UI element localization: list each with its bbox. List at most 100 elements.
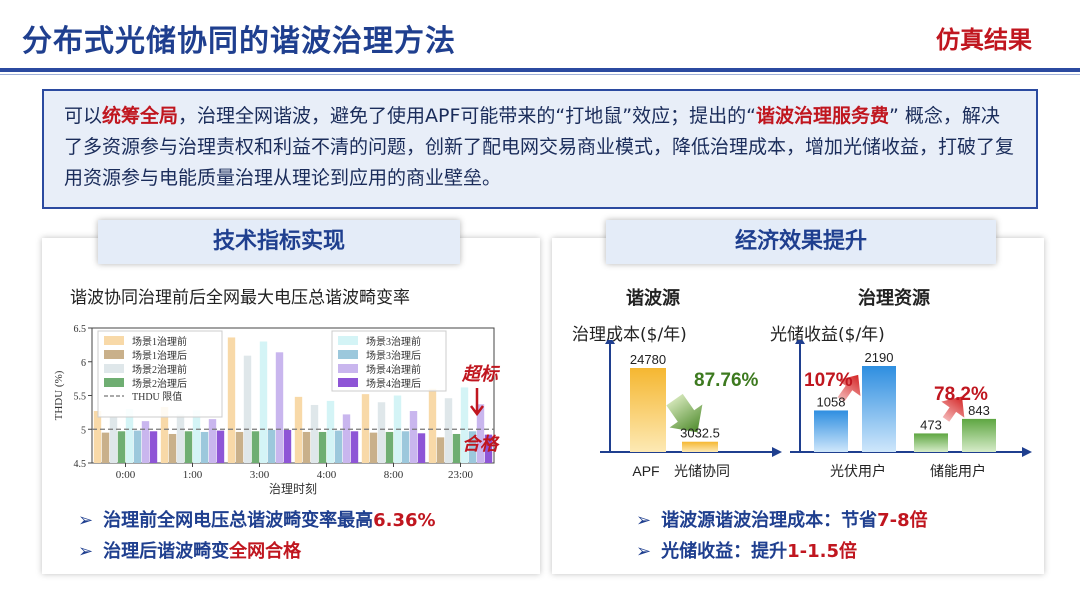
legend-label: 场景1治理后 xyxy=(132,349,187,362)
income-category-storage-user: 储能用户 xyxy=(930,463,986,479)
income-bar-value: 1058 xyxy=(817,394,846,409)
tech-bullet-1: ➢ 治理前全网电压总谐波畸变率最高6.36% xyxy=(78,506,436,532)
legend-label: 场景4治理前 xyxy=(366,363,421,376)
legend-swatch xyxy=(338,350,358,359)
legend-label: 场景1治理前 xyxy=(132,335,187,348)
thd-bar xyxy=(235,431,244,463)
economic-panel-title: 经济效果提升 xyxy=(606,220,996,264)
income-bar xyxy=(814,410,848,452)
tech-bullet-2-value: 全网合格 xyxy=(229,541,302,562)
x-tick-label: 23:00 xyxy=(448,469,474,481)
income-bar xyxy=(862,366,896,452)
legend-swatch xyxy=(104,364,124,373)
thd-bar xyxy=(444,398,453,463)
x-tick-label: 8:00 xyxy=(384,469,404,481)
axis-arrow-icon xyxy=(605,340,615,344)
cost-bar-value: 3032.5 xyxy=(680,426,720,441)
axis-arrow-icon xyxy=(772,447,782,457)
thd-bar xyxy=(160,406,169,463)
axis-arrow-icon xyxy=(1022,447,1032,457)
income-category-pv-user: 光伏用户 xyxy=(830,463,886,479)
y-axis-label: THDU (%) xyxy=(53,370,65,420)
x-tick-label: 1:00 xyxy=(183,469,203,481)
thd-bar xyxy=(93,411,102,463)
decrease-arrow-icon xyxy=(666,393,703,433)
tech-bullet-1-text: 治理前全网电压总谐波畸变率最高 xyxy=(103,510,374,531)
thd-bar xyxy=(468,431,477,463)
thd-bar xyxy=(417,433,426,463)
income-bar-value: 473 xyxy=(920,417,942,432)
thd-bar xyxy=(460,387,469,463)
thd-bar xyxy=(294,396,303,463)
thd-bar xyxy=(476,404,485,463)
thd-chart-caption: 谐波协同治理前后全网最大电压总谐波畸变率 xyxy=(70,288,410,308)
header-rule xyxy=(0,68,1080,72)
thd-bar xyxy=(409,411,418,463)
x-tick-label: 3:00 xyxy=(250,469,270,481)
cost-category-apf: APF xyxy=(632,463,659,479)
bullet-arrow-icon: ➢ xyxy=(78,541,94,562)
thd-bar xyxy=(208,419,217,463)
x-axis-label: 治理时刻 xyxy=(269,482,317,496)
thd-bar xyxy=(109,417,118,463)
section-label: 仿真结果 xyxy=(936,26,1032,54)
intro-text-1: 可以 xyxy=(64,105,103,127)
legend-swatch xyxy=(338,378,358,387)
tech-bullet-2-text: 治理后谐波畸变 xyxy=(103,541,230,562)
thd-bar xyxy=(141,421,150,463)
y-tick-label: 6.5 xyxy=(74,324,87,335)
thd-bar xyxy=(385,431,394,463)
thd-bar xyxy=(484,434,493,463)
y-tick-label: 6 xyxy=(81,358,86,369)
thd-bar xyxy=(318,431,327,463)
thd-bar xyxy=(350,431,359,463)
tech-bullet-2: ➢ 治理后谐波畸变全网合格 xyxy=(78,537,301,563)
intro-text-3: ” 概念，解决了多资源参与治理责权和利益不清的问题，创新了配电网交易商业模式，降… xyxy=(64,105,1015,189)
thd-bar xyxy=(369,432,378,463)
economic-charts: APF 光储协同 光伏用户 储能用户 87.76% 107% 78.2% 247… xyxy=(600,340,1032,479)
intro-box: 可以统筹全局，治理全网谐波，避免了使用APF可能带来的“打地鼠”效应；提出的“谐… xyxy=(42,89,1038,209)
econ-bullet-1-value: 7-8倍 xyxy=(877,510,928,531)
thd-bar xyxy=(401,431,410,463)
thd-bar xyxy=(133,430,142,463)
cost-reduction-percent: 87.76% xyxy=(694,370,759,391)
down-arrow-icon xyxy=(470,388,484,417)
econ-bullet-1-text: 谐波源谐波治理成本：节省 xyxy=(661,510,878,531)
thd-bar xyxy=(176,414,185,463)
axis-arrow-icon xyxy=(795,340,805,344)
cost-category-pv-storage: 光储协同 xyxy=(674,463,730,479)
thd-bar xyxy=(326,400,335,463)
income-bar xyxy=(962,418,996,452)
thd-bar xyxy=(436,437,445,463)
thd-bar xyxy=(200,431,209,463)
legend-label: THDU 限值 xyxy=(132,390,182,403)
increase-arrow-icon xyxy=(941,396,965,422)
cost-bar-value: 24780 xyxy=(630,352,666,367)
thd-bar xyxy=(149,431,158,463)
cost-axis-label: 治理成本($/年) xyxy=(572,325,687,345)
income-bar-value: 2190 xyxy=(865,350,894,365)
intro-highlight-1: 统筹全局 xyxy=(102,105,179,127)
x-tick-label: 4:00 xyxy=(317,469,337,481)
thd-bar xyxy=(452,433,461,463)
thd-bar xyxy=(168,433,177,463)
econ-bullet-2-value: 1-1.5倍 xyxy=(787,541,857,562)
thd-bar xyxy=(428,388,437,463)
income-bar-value: 843 xyxy=(968,403,990,418)
thd-bar xyxy=(125,409,134,463)
thd-bar xyxy=(361,394,370,463)
legend-swatch xyxy=(104,336,124,345)
header-rule-thin xyxy=(0,74,1080,75)
bullet-arrow-icon: ➢ xyxy=(78,510,94,531)
legend-swatch xyxy=(338,336,358,345)
tech-panel-title: 技术指标实现 xyxy=(98,220,460,264)
thd-bar xyxy=(310,404,319,463)
over-limit-label: 超标 xyxy=(461,364,501,384)
legend-swatch xyxy=(338,364,358,373)
econ-bullet-2: ➢ 光储收益：提升1-1.5倍 xyxy=(636,537,857,563)
legend-box xyxy=(97,330,223,418)
thd-bar xyxy=(302,431,311,463)
y-tick-label: 5.5 xyxy=(74,392,87,403)
econ-bullet-2-text: 光储收益：提升 xyxy=(661,541,788,562)
thd-bar xyxy=(267,429,276,463)
